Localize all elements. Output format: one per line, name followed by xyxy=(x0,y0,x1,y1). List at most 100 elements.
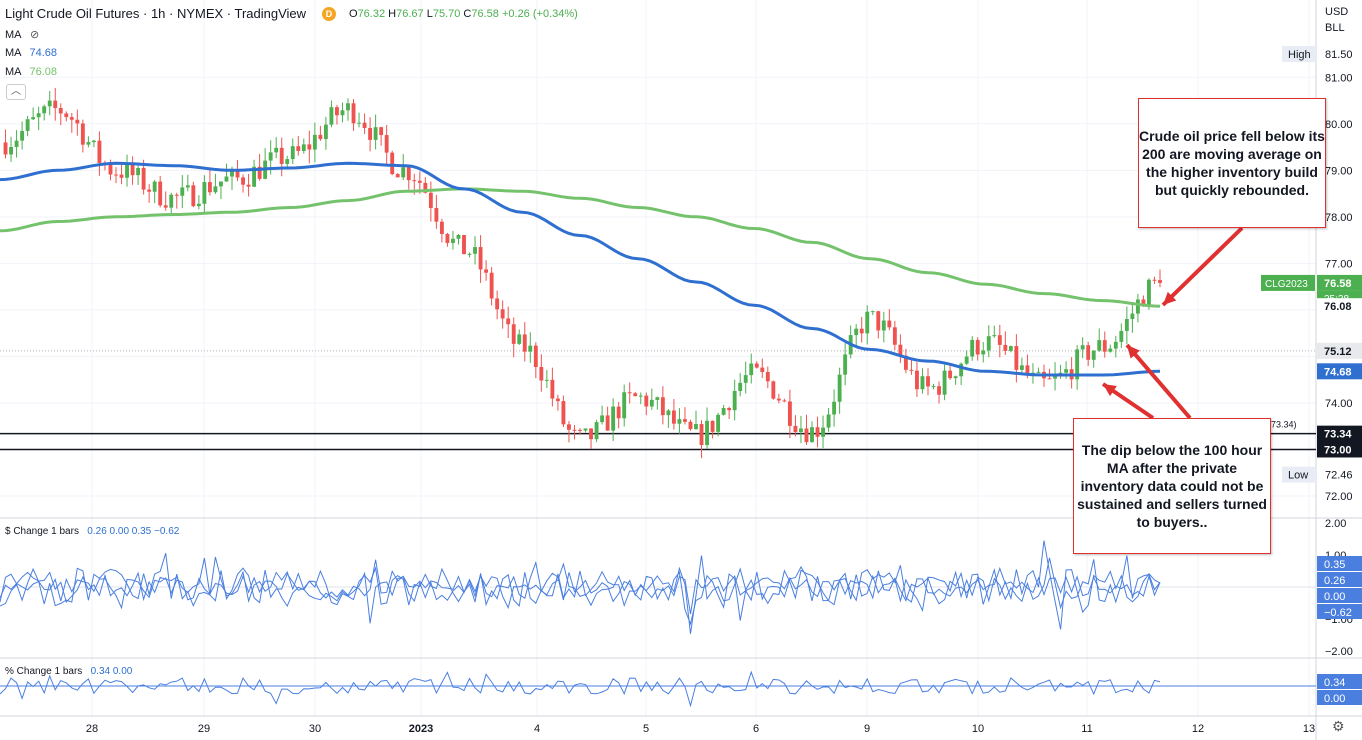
ohlc-readout: O76.32 H76.67 L75.70 C76.58 +0.26 (+0.34… xyxy=(349,8,578,20)
candle-body xyxy=(323,124,328,140)
candle-body xyxy=(97,140,102,163)
candle-body xyxy=(152,181,157,192)
candle-body xyxy=(202,182,207,204)
candle-body xyxy=(428,192,433,208)
candle-body xyxy=(147,189,152,192)
candle-body xyxy=(738,382,743,391)
candle-body xyxy=(36,113,41,118)
indicator1-tag-bg xyxy=(1317,588,1362,603)
unit-label[interactable]: BLL xyxy=(1325,22,1345,34)
candle-body xyxy=(1014,346,1019,370)
candle-body xyxy=(379,127,384,136)
candle-body xyxy=(727,408,732,411)
level-75-12-tag: 75.12 xyxy=(1324,346,1352,358)
candle-body xyxy=(854,328,859,336)
level-75-12-tag-bg xyxy=(1317,342,1362,359)
arrow-ma100-lower-head xyxy=(1103,384,1117,397)
arrow-ma100-upper xyxy=(1125,343,1192,420)
candle-body xyxy=(257,166,262,179)
candle-body xyxy=(1147,279,1151,307)
currency-label[interactable]: USD xyxy=(1325,6,1349,18)
chevron-up-icon[interactable]: ︿ xyxy=(6,84,26,100)
candle-body xyxy=(915,370,919,390)
candle-body xyxy=(633,393,638,397)
candle-body xyxy=(699,424,704,445)
candle-body xyxy=(185,185,190,188)
ma-row-100[interactable]: MA 74.68 xyxy=(5,47,58,59)
candle-body xyxy=(572,429,577,431)
candle-body xyxy=(174,194,179,196)
change-line-b xyxy=(0,555,1161,626)
candle-body xyxy=(64,113,69,118)
ma200-line xyxy=(0,187,1161,308)
ma-row-200[interactable]: MA 76.08 xyxy=(5,66,58,78)
ma-row-hidden[interactable]: MA ⊘ xyxy=(5,29,40,41)
candle-body xyxy=(141,167,146,190)
chart-title: Light Crude Oil Futures · 1h · NYMEX · T… xyxy=(5,6,307,21)
candle-body xyxy=(1075,349,1080,380)
candle-body xyxy=(1053,375,1057,379)
candle-body xyxy=(58,108,63,114)
grid xyxy=(0,0,1316,716)
candle-body xyxy=(671,410,676,424)
candle-body xyxy=(859,328,864,334)
candle-body xyxy=(865,311,870,334)
candle-body xyxy=(749,363,754,376)
candle-body xyxy=(506,318,511,325)
candle-body xyxy=(660,397,665,416)
arrow-ma200 xyxy=(1161,226,1244,307)
candle-body xyxy=(351,103,356,124)
price-tick-label: 74.00 xyxy=(1325,398,1353,410)
candle-body xyxy=(583,428,588,431)
candle-body xyxy=(412,180,417,182)
candle-body xyxy=(20,130,25,141)
candle-body xyxy=(467,253,472,255)
candle-body xyxy=(158,181,163,206)
gear-icon[interactable]: ⚙ xyxy=(1332,718,1345,734)
indicator1-tag-bg xyxy=(1317,556,1362,571)
candle-body xyxy=(743,375,748,383)
candle-body xyxy=(136,167,141,176)
candle-body xyxy=(230,169,234,177)
candle-body xyxy=(47,100,52,107)
candle-body xyxy=(754,363,759,368)
time-label: 12 xyxy=(1192,723,1204,735)
candle-body xyxy=(843,354,848,375)
time-label: 6 xyxy=(753,723,759,735)
candle-body xyxy=(423,182,428,193)
candle-body xyxy=(964,356,969,364)
candle-body xyxy=(655,397,660,400)
candle-body xyxy=(1141,299,1146,307)
candle-body xyxy=(69,117,74,120)
candle-body xyxy=(235,169,240,178)
candle-body xyxy=(528,345,533,352)
candle-body xyxy=(881,320,886,331)
candle-body xyxy=(1025,365,1030,376)
candle-body xyxy=(346,103,350,111)
support-73-34-tag: 73.34 xyxy=(1324,429,1352,441)
candle-body xyxy=(191,185,196,207)
candle-body xyxy=(953,376,958,379)
candle-body xyxy=(793,425,798,433)
high-value: 81.50 xyxy=(1325,49,1353,61)
pct-change-line xyxy=(0,670,1161,708)
candle-body xyxy=(799,428,803,433)
candle-body xyxy=(649,399,654,407)
candle-body xyxy=(163,205,168,208)
candle-body xyxy=(771,381,776,399)
candle-body xyxy=(937,386,941,395)
time-label: 5 xyxy=(643,723,649,735)
eye-off-icon[interactable]: ⊘ xyxy=(29,29,40,41)
candle-body xyxy=(307,144,312,150)
candle-body xyxy=(611,406,616,431)
last-price-tag-bg xyxy=(1317,274,1362,291)
candle-body xyxy=(445,233,450,243)
indicator1-tag: 0.00 xyxy=(1324,591,1345,603)
candle-body xyxy=(765,371,770,382)
candle-body xyxy=(290,146,295,160)
candle-body xyxy=(207,182,212,193)
candle-body xyxy=(694,424,698,430)
candle-body xyxy=(114,174,118,176)
candle-body xyxy=(782,400,787,402)
indicator1-tag-bg xyxy=(1317,572,1362,587)
